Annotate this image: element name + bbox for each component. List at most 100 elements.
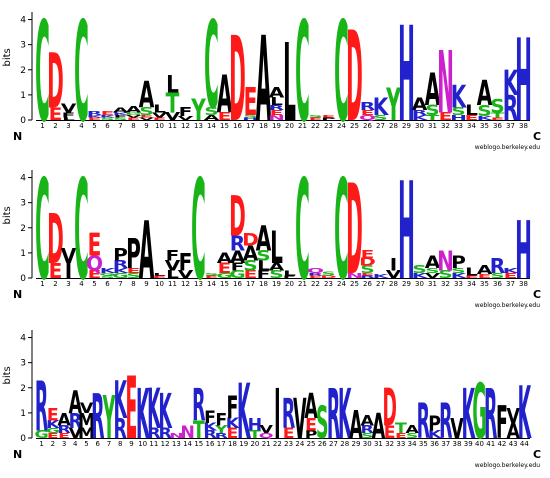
position-number: 2 <box>53 122 57 130</box>
position-number: 28 <box>389 122 398 130</box>
position-number: 18 <box>259 280 268 288</box>
logo-letter-D: D <box>359 256 376 268</box>
logo-letter-A: A <box>204 114 220 122</box>
logo-letter-R: R <box>147 425 160 442</box>
position-number: 23 <box>324 280 333 288</box>
logo-letter-R: R <box>269 104 285 112</box>
logo-letter-F: F <box>283 275 297 279</box>
logo-letter-L: L <box>153 273 166 277</box>
logo-letter-A: A <box>69 385 83 421</box>
position-number: 31 <box>428 280 437 288</box>
logo-letter-C: C <box>74 152 89 312</box>
logo-letter-H: H <box>398 154 415 311</box>
position-number: 26 <box>363 122 372 130</box>
y-tick-label: 1 <box>20 409 26 419</box>
logo-letter-R: R <box>35 366 48 447</box>
position-number: 38 <box>519 122 528 130</box>
logo-letter-V: V <box>259 424 272 436</box>
position-number: 7 <box>118 280 122 288</box>
logo-letter-A: A <box>139 204 155 297</box>
logo-letter-D: D <box>229 185 246 249</box>
logo-letter-P: P <box>428 412 441 436</box>
position-number: 14 <box>207 122 216 130</box>
position-number: 32 <box>441 280 450 288</box>
logo-letter-E: E <box>205 275 219 279</box>
logo-letter-V: V <box>61 102 77 116</box>
position-number: 33 <box>396 440 405 448</box>
position-number: 10 <box>138 440 147 448</box>
logo-letter-R: R <box>490 254 506 278</box>
logo-letter-E: E <box>88 228 102 264</box>
logo-letter-C: C <box>35 0 50 154</box>
logo-letter-A: A <box>256 11 272 148</box>
logo-letter-V: V <box>386 268 402 280</box>
logo-letter-A: A <box>506 420 520 444</box>
logo-letter-E: E <box>47 405 59 425</box>
position-number: 3 <box>66 280 70 288</box>
position-number: 4 <box>79 280 84 288</box>
logo-letter-A: A <box>139 74 155 116</box>
position-number: 21 <box>298 280 307 288</box>
position-number: 4 <box>79 122 84 130</box>
logo-letter-R: R <box>215 432 228 440</box>
position-number: 24 <box>337 280 346 288</box>
position-number: 24 <box>295 440 304 448</box>
position-number: 6 <box>105 280 110 288</box>
logo-letter-M: M <box>78 425 95 442</box>
logo-letter-E: E <box>47 432 59 440</box>
logo-letter-S: S <box>126 272 140 280</box>
logo-letter-R: R <box>203 429 216 441</box>
position-number: 16 <box>233 122 242 130</box>
logo-letter-G: G <box>229 268 245 280</box>
position-number: 5 <box>84 440 88 448</box>
position-number: 9 <box>129 440 133 448</box>
logo-letter-K: K <box>226 415 240 432</box>
credit-label: weblogo.berkeley.edu <box>475 144 540 151</box>
position-number: 3 <box>62 440 66 448</box>
logo-letter-R: R <box>114 414 128 445</box>
logo-letter-A: A <box>425 253 441 272</box>
position-number: 12 <box>161 440 170 448</box>
logo-letter-F: F <box>179 249 193 277</box>
logo-letter-V: V <box>69 425 83 442</box>
position-number: 31 <box>374 440 383 448</box>
logo-letter-K: K <box>237 368 251 456</box>
logo-letter-E: E <box>88 117 102 121</box>
logo-letter-S: S <box>204 105 218 117</box>
position-number: 17 <box>217 440 226 448</box>
logo-letter-G: G <box>99 273 115 277</box>
logo-letter-S: S <box>256 248 270 264</box>
position-number: 27 <box>376 280 385 288</box>
logo-letter-E: E <box>491 117 505 121</box>
position-number: 24 <box>337 122 346 130</box>
logo-letter-R: R <box>360 100 375 112</box>
logo-letter-R: R <box>158 425 171 442</box>
logo-letter-F: F <box>231 261 245 273</box>
logo-letter-E: E <box>465 114 479 122</box>
position-number: 25 <box>307 440 316 448</box>
logo-letter-N: N <box>437 245 454 277</box>
logo-letter-L: L <box>283 269 296 277</box>
y-tick-label: 1 <box>20 91 26 101</box>
logo-letter-C: C <box>334 152 349 312</box>
logo-letter-V: V <box>506 405 520 429</box>
logo-letter-E: E <box>218 261 232 277</box>
position-number: 27 <box>329 440 338 448</box>
logo-letter-G: G <box>472 368 486 456</box>
logo-letter-E: E <box>218 110 232 122</box>
logo-letter-E: E <box>361 273 375 277</box>
logo-letter-V: V <box>450 414 464 445</box>
logo-letter-F: F <box>204 408 216 428</box>
logo-letter-G: G <box>216 272 232 280</box>
logo-letter-E: E <box>504 272 518 280</box>
position-number: 31 <box>428 122 437 130</box>
logo-letter-K: K <box>412 114 429 122</box>
logo-letter-K: K <box>147 377 161 442</box>
logo-letter-K: K <box>87 115 104 119</box>
position-number: 33 <box>454 122 463 130</box>
logo-letter-E: E <box>127 267 141 275</box>
position-number: 14 <box>207 280 216 288</box>
position-number: 27 <box>376 122 385 130</box>
logo-letter-S: S <box>373 114 387 122</box>
